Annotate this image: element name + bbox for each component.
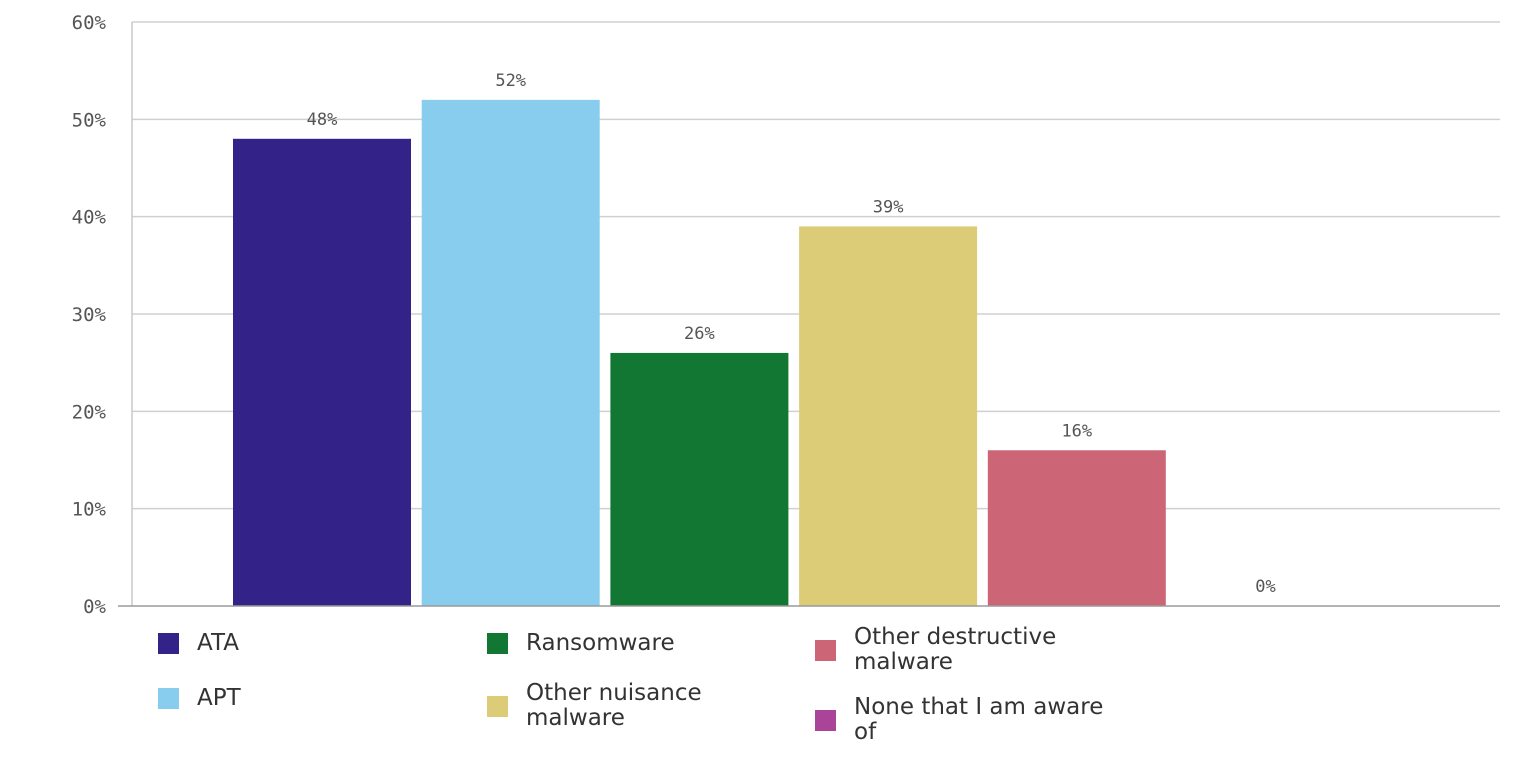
data-label: 52% (495, 71, 526, 91)
data-label: 26% (684, 324, 715, 344)
data-label: 48% (307, 110, 338, 130)
y-tick-label: 0% (83, 596, 106, 618)
data-label: 16% (1061, 421, 1092, 441)
y-axis-tick-labels: 0% 10% 20% 30% 40% 50% 60% (72, 12, 107, 618)
y-tick-label: 30% (72, 304, 107, 326)
bar (233, 138, 411, 607)
bars (233, 99, 1166, 607)
y-tick-label: 60% (72, 12, 107, 34)
y-tick-label: 20% (72, 401, 107, 423)
bar (799, 226, 978, 606)
y-tick-label: 10% (72, 499, 107, 521)
bar (421, 99, 600, 606)
bar (987, 450, 1166, 606)
y-tick-label: 40% (72, 207, 107, 229)
data-label: 39% (873, 197, 904, 217)
y-tick-label: 50% (72, 109, 107, 131)
data-labels: 48% 52% 26% 39% 16% 0% (307, 71, 1276, 597)
data-label: 0% (1255, 577, 1275, 597)
bar (610, 352, 789, 606)
